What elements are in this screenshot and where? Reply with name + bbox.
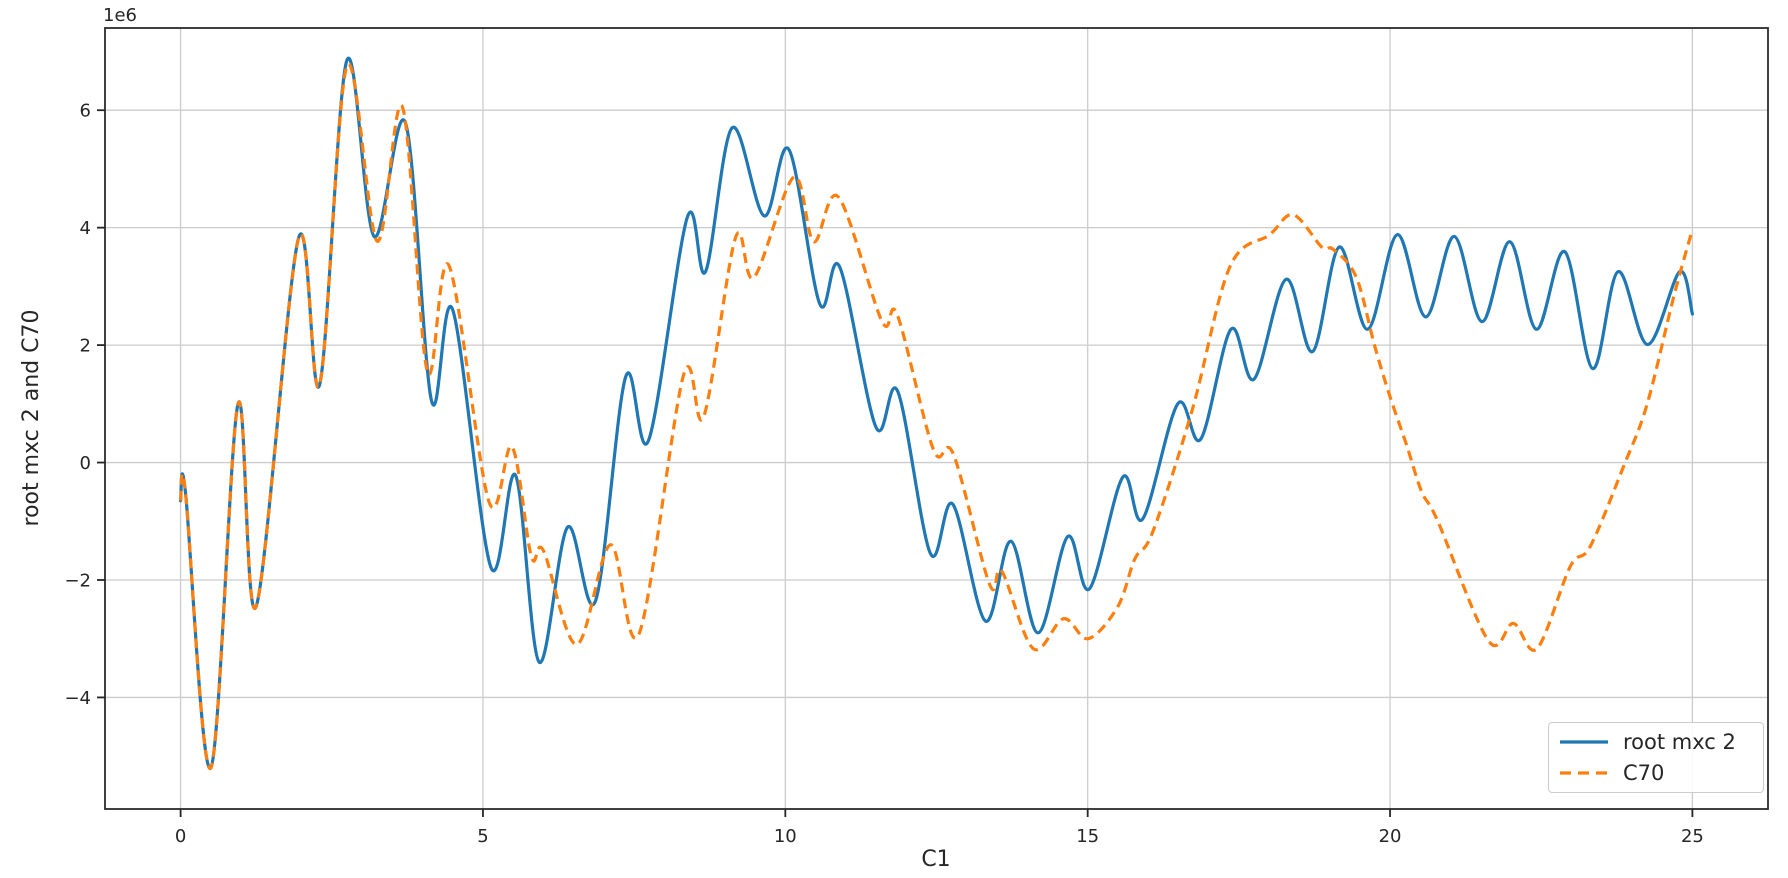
y-axis-label: root mxc 2 and C70 (19, 310, 44, 527)
y-tick-label: −2 (64, 570, 91, 591)
y-tick-label: −4 (64, 688, 91, 709)
x-tick-label: 15 (1076, 826, 1099, 847)
y-tick-label: 6 (80, 101, 91, 122)
x-tick-label: 10 (774, 826, 797, 847)
x-tick-label: 5 (477, 826, 488, 847)
legend-solid-line-swatch (1560, 740, 1608, 744)
series-line-c70 (179, 62, 1694, 770)
legend-label-c70: C70 (1623, 760, 1665, 785)
x-tick-label: 25 (1681, 826, 1704, 847)
x-axis-label: C1 (921, 847, 950, 872)
plot-border (104, 27, 1769, 810)
legend-label-root-mxc-2: root mxc 2 (1623, 730, 1736, 755)
grid-layer (105, 28, 1768, 809)
legend: root mxc 2 C70 (1548, 722, 1764, 793)
legend-entry-root-mxc-2: root mxc 2 (1559, 729, 1753, 756)
x-tick-label: 0 (175, 826, 186, 847)
series-line-root-mxc-2 (178, 56, 1695, 770)
series-layer (178, 56, 1695, 770)
legend-dashed-line-swatch (1560, 771, 1608, 775)
y-tick-label: 2 (80, 336, 91, 357)
y-tick-label: 4 (80, 218, 91, 239)
y-tick-label: 0 (80, 453, 91, 474)
legend-entry-c70: C70 (1559, 760, 1753, 787)
y-offset-text: 1e6 (103, 5, 137, 26)
x-tick-label: 20 (1379, 826, 1402, 847)
